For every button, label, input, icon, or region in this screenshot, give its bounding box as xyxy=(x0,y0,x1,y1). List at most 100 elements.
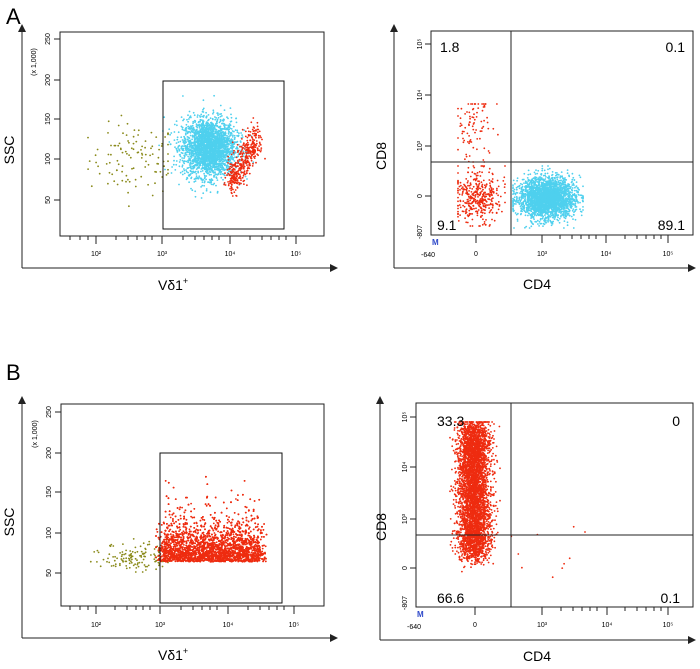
scatter-point xyxy=(140,149,142,151)
scatter-point xyxy=(462,141,465,144)
scatter-point xyxy=(198,123,201,126)
scatter-point xyxy=(469,121,471,123)
scatter-point xyxy=(183,168,185,170)
scatter-point xyxy=(197,121,200,124)
scatter-point xyxy=(214,118,217,121)
scatter-point xyxy=(240,179,242,182)
scatter-point xyxy=(131,167,133,170)
scatter-point xyxy=(547,221,549,223)
scatter-point xyxy=(491,218,493,221)
scatter-point xyxy=(474,196,477,198)
scatter-point xyxy=(111,173,114,176)
scatter-point xyxy=(479,175,482,177)
scatter-point xyxy=(472,205,475,207)
scatter-point xyxy=(246,144,249,147)
scatter-point xyxy=(227,181,230,183)
scatter-point xyxy=(225,124,227,127)
scatter-point xyxy=(222,156,225,159)
scatter-point xyxy=(245,152,247,154)
scatter-point xyxy=(208,181,211,184)
scatter-point xyxy=(461,132,464,135)
scatter-point xyxy=(478,170,481,173)
scatter-point xyxy=(207,134,209,137)
scatter-point xyxy=(182,149,185,152)
scatter-point xyxy=(218,133,221,136)
scatter-point xyxy=(183,155,186,158)
scatter-point xyxy=(204,176,206,179)
scatter-point xyxy=(231,192,233,195)
scatter-point xyxy=(215,150,218,152)
scatter-point xyxy=(116,159,119,162)
scatter-point xyxy=(572,218,574,221)
scatter-point xyxy=(484,103,487,105)
scatter-point xyxy=(226,145,228,148)
scatter-point xyxy=(230,120,233,123)
scatter-point xyxy=(477,209,480,211)
scatter-point xyxy=(189,140,192,143)
scatter-point xyxy=(246,167,249,170)
scatter-point xyxy=(178,148,181,151)
scatter-point xyxy=(238,158,241,161)
scatter-point xyxy=(475,202,477,204)
scatter-point xyxy=(475,116,478,118)
scatter-point xyxy=(497,185,500,188)
scatter-point xyxy=(457,200,459,203)
scatter-point xyxy=(244,158,247,161)
scatter-point xyxy=(470,202,473,205)
scatter-point xyxy=(457,187,459,190)
scatter-point xyxy=(497,201,500,203)
scatter-point xyxy=(233,160,236,162)
scatter-point xyxy=(230,127,233,130)
scatter-point xyxy=(219,118,222,121)
scatter-point xyxy=(469,117,471,120)
scatter-point xyxy=(240,171,243,174)
scatter-point xyxy=(150,131,153,134)
x-tick-label: 10² xyxy=(91,251,102,258)
scatter-point xyxy=(121,165,124,168)
scatter-point xyxy=(181,159,184,162)
scatter-point xyxy=(227,159,230,161)
scatter-point xyxy=(471,188,474,190)
scatter-point xyxy=(201,165,204,167)
scatter-point xyxy=(458,204,461,206)
scatter-point xyxy=(463,183,465,186)
scatter-point xyxy=(246,184,248,187)
scatter-point xyxy=(208,152,211,155)
scatter-point xyxy=(536,212,539,215)
scatter-point xyxy=(250,121,253,124)
scatter-point xyxy=(252,117,255,119)
scatter-point xyxy=(217,166,220,168)
scatter-point xyxy=(476,138,479,140)
scatter-point xyxy=(255,161,257,164)
scatter-point xyxy=(216,122,218,124)
scatter-point xyxy=(235,117,237,120)
scatter-point xyxy=(179,171,182,174)
scatter-point xyxy=(493,219,496,222)
scatter-point xyxy=(459,206,462,209)
scatter-point xyxy=(504,165,506,167)
scatter-point xyxy=(458,193,461,196)
scatter-point xyxy=(127,141,130,144)
scatter-point xyxy=(461,210,464,213)
scatter-point xyxy=(224,133,226,135)
scatter-point xyxy=(503,186,506,189)
scatter-point xyxy=(203,114,205,117)
scatter-point xyxy=(196,136,199,139)
scatter-point xyxy=(472,107,475,110)
scatter-point xyxy=(470,141,473,143)
scatter-point xyxy=(240,167,243,170)
scatter-point xyxy=(204,163,207,165)
scatter-point xyxy=(227,149,230,152)
scatter-point xyxy=(126,122,129,125)
scatter-point xyxy=(487,198,489,200)
scatter-point xyxy=(260,147,263,150)
scatter-point xyxy=(188,153,191,156)
scatter-point xyxy=(457,204,459,207)
scatter-point xyxy=(222,158,225,161)
scatter-point xyxy=(471,213,474,215)
scatter-point xyxy=(221,165,224,168)
scatter-point xyxy=(158,148,161,151)
scatter-point xyxy=(239,168,242,170)
scatter-point xyxy=(478,182,481,185)
scatter-point xyxy=(188,130,191,133)
